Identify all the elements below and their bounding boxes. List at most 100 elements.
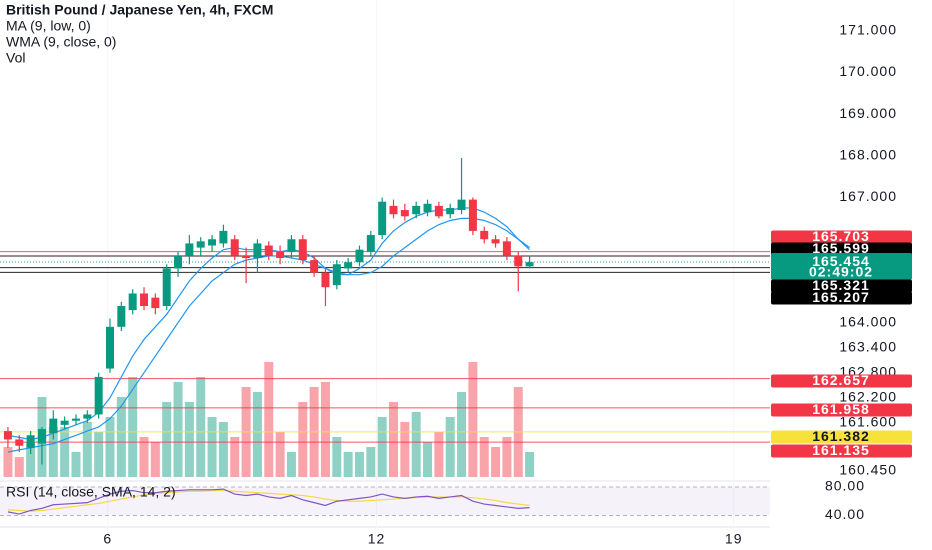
volume-bar [343,452,353,477]
indicator-label: Vol [6,50,25,66]
candle-body [446,207,455,215]
price-badge [771,444,912,458]
price-badge-label: 165.321 [812,277,870,293]
volume-bar [150,442,160,477]
volume-bar [434,432,444,477]
price-badge-label: 165.599 [812,240,870,256]
candle-body [3,431,12,440]
volume-bar [207,417,217,477]
volume-bar [94,432,104,477]
candle-body [355,249,364,263]
candle-body [378,201,387,236]
candle-body [242,255,251,259]
price-badge [771,242,912,256]
volume-bar [525,452,535,477]
chart-title: British Pound / Japanese Yen, 4h, FXCM [6,2,273,18]
volume-bar [3,447,13,477]
candle-body [457,199,466,211]
candle-body [525,262,534,267]
candle-body [117,305,126,327]
volume-bar [423,442,433,477]
candle-body [389,205,398,215]
candle-body [491,239,500,244]
price-badge-label: 165.454 [812,253,870,269]
price-badge [771,430,912,444]
volume-bar [252,392,262,477]
volume-bar [468,362,478,477]
price-badge [771,403,912,417]
candle-body [514,255,523,267]
volume-bar [60,427,70,477]
volume-bar [445,417,455,477]
candle-body [37,429,46,444]
candle-body [310,260,319,273]
volume-bar [377,417,387,477]
rsi-title: RSI (14, close, SMA, 14, 2) [6,484,176,500]
y-tick-label: 163.400 [839,338,897,354]
candle-body [344,262,353,269]
price-badge-label: 161.958 [812,401,870,417]
candle-body [60,420,69,425]
y-tick-label: 160.450 [839,461,897,477]
price-badge-label: 161.135 [812,442,870,458]
candle-body [83,414,92,419]
volume-bar [82,422,92,477]
candle-body [208,239,217,246]
x-tick-label: 19 [725,531,743,547]
volume-bar [457,392,467,477]
x-tick-label: 12 [368,531,386,547]
candle-body [162,268,171,306]
candle-body [253,243,262,259]
volume-bar [411,412,421,477]
volume-bar [502,437,512,477]
y-tick-label: 170.000 [839,63,897,79]
price-badge [771,279,912,293]
candle-body [423,203,432,213]
candle-body [106,326,114,369]
candle-body [49,418,58,434]
volume-bar [264,362,274,477]
candle-body [400,210,409,217]
volume-bar [173,382,183,477]
rsi-line [7,488,530,515]
candle-body [230,239,239,256]
volume-bar [230,437,240,477]
candle-body [174,255,183,269]
candle-body [71,418,80,421]
volume-bar [184,402,194,477]
y-tick-label: 171.000 [839,21,897,37]
indicator-label: WMA (9, close, 0) [6,34,116,50]
volume-bar [366,447,376,477]
volume-bar [139,437,149,477]
volume-bar [275,432,285,477]
volume-bar [162,402,172,477]
candle-body [287,239,296,252]
volume-bar [286,452,296,477]
price-badge-label: 165.207 [812,289,870,305]
candle-body [502,241,511,256]
rsi-band [0,486,770,516]
volume-bar [196,377,206,477]
price-badge [771,253,912,280]
price-badge [771,291,912,305]
candle-body [185,243,194,256]
y-tick-label: 169.000 [839,105,897,121]
volume-bar [105,417,115,477]
candle-body [332,264,341,286]
price-badge-label: 162.657 [812,372,870,388]
volume-bar [479,437,489,477]
indicator-label: MA (9, low, 0) [6,18,91,34]
candle-body [196,241,205,248]
rsi-tick-label: 40.00 [825,506,865,522]
candle-body [321,272,330,288]
volume-bar [218,422,228,477]
candle-body [15,439,24,446]
candle-body [366,235,375,252]
volume-bar [389,402,399,477]
y-tick-label: 161.600 [839,413,897,429]
volume-bar [116,397,126,477]
volume-bar [14,457,24,477]
candle-body [276,251,285,259]
candle-body [434,205,443,217]
